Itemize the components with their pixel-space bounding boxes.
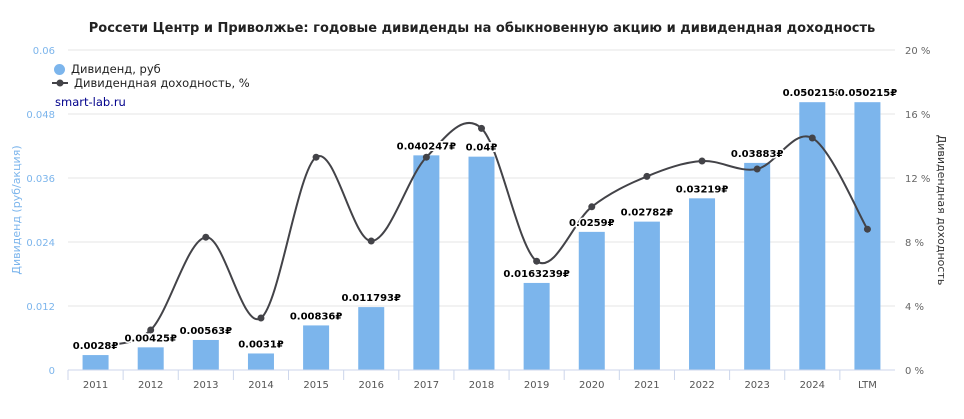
legend-label: Дивидендная доходность, % bbox=[74, 76, 250, 90]
yield-point-2017 bbox=[422, 153, 430, 161]
bar-data-label: 0.040247₽ bbox=[397, 141, 457, 152]
bar-2015 bbox=[303, 325, 330, 370]
yield-point-2016 bbox=[367, 237, 375, 245]
bar-2018 bbox=[468, 156, 495, 370]
bar-2011 bbox=[82, 355, 109, 370]
x-tick-label: 2013 bbox=[193, 380, 218, 391]
legend: Дивиденд, руб Дивидендная доходность, % bbox=[52, 62, 250, 90]
yield-point-2023 bbox=[753, 165, 761, 173]
bar-data-label: 0.0259₽ bbox=[569, 218, 615, 229]
y-right-tick: 8 % bbox=[905, 238, 924, 249]
bar-data-label: 0.0163239₽ bbox=[503, 269, 569, 280]
bar-data-label: 0.011793₽ bbox=[341, 293, 401, 304]
y-right-tick: 4 % bbox=[905, 302, 924, 313]
bar-2023 bbox=[744, 162, 771, 370]
yield-point-2018 bbox=[478, 124, 485, 132]
y-left-tick: 0.048 bbox=[26, 110, 55, 121]
bar-data-label: 0.00563₽ bbox=[180, 326, 233, 337]
y-right-tick: 0 % bbox=[905, 366, 924, 377]
y-right-tick: 16 % bbox=[905, 110, 930, 121]
y-right-tick: 12 % bbox=[905, 174, 930, 185]
bar-2020 bbox=[578, 231, 605, 370]
bar-LTM bbox=[854, 102, 881, 370]
x-tick-label: 2019 bbox=[524, 380, 549, 391]
yield-point-2013 bbox=[202, 233, 210, 241]
bar-data-label: 0.00425₽ bbox=[124, 333, 177, 344]
x-tick-label: 2016 bbox=[359, 380, 384, 391]
bar-data-label: 0.050215₽ bbox=[783, 88, 843, 99]
bar-2012 bbox=[137, 347, 164, 370]
y-left-tick: 0 bbox=[49, 366, 55, 377]
y-right-title: Дивидендная доходность bbox=[935, 135, 948, 286]
x-tick-label: 2020 bbox=[579, 380, 604, 391]
bar-data-label: 0.03219₽ bbox=[676, 184, 729, 195]
yield-point-2024 bbox=[808, 134, 816, 142]
bar-2024 bbox=[799, 102, 826, 370]
y-left-tick: 0.024 bbox=[26, 238, 55, 249]
yield-point-2022 bbox=[698, 157, 706, 165]
yield-point-2019 bbox=[533, 257, 541, 265]
x-tick-label: 2018 bbox=[469, 380, 494, 391]
x-tick-label: 2011 bbox=[83, 380, 108, 391]
bar-data-label: 0.0028₽ bbox=[73, 341, 119, 352]
bar-2013 bbox=[192, 339, 219, 370]
bar-data-label: 0.03883₽ bbox=[731, 149, 784, 160]
line-series-marker-icon bbox=[52, 79, 68, 87]
source-link[interactable]: smart-lab.ru bbox=[55, 95, 126, 109]
yield-point-2015 bbox=[312, 153, 320, 161]
x-tick-label: 2017 bbox=[414, 380, 439, 391]
bar-2016 bbox=[358, 307, 385, 370]
y-right-tick: 20 % bbox=[905, 46, 930, 57]
bar-data-label: 0.02782₽ bbox=[621, 208, 674, 219]
bar-2014 bbox=[247, 353, 274, 370]
bar-data-label: 0.050215₽ bbox=[838, 88, 898, 99]
y-left-title: Дивиденд (руб/акция) bbox=[10, 145, 23, 274]
yield-line bbox=[95, 121, 869, 347]
bar-data-label: 0.0031₽ bbox=[238, 339, 284, 350]
y-left-tick: 0.06 bbox=[33, 46, 55, 57]
x-tick-label: 2012 bbox=[138, 380, 163, 391]
bar-2021 bbox=[633, 221, 660, 370]
x-tick-label: 2021 bbox=[634, 380, 659, 391]
y-left-tick: 0.036 bbox=[26, 174, 55, 185]
x-tick-label: 2023 bbox=[744, 380, 769, 391]
bar-data-label: 0.04₽ bbox=[466, 143, 498, 154]
x-tick-label: LTM bbox=[858, 380, 877, 391]
yield-point-2012 bbox=[147, 326, 155, 334]
bar-2022 bbox=[689, 198, 716, 370]
x-tick-label: 2014 bbox=[248, 380, 273, 391]
x-tick-label: 2015 bbox=[303, 380, 328, 391]
chart-title: Россети Центр и Приволжье: годовые дивид… bbox=[89, 21, 875, 36]
yield-point-LTM bbox=[863, 225, 871, 233]
legend-item-dividend[interactable]: Дивиденд, руб bbox=[52, 62, 250, 76]
bar-series-marker-icon bbox=[54, 63, 65, 75]
yield-point-2014 bbox=[257, 314, 265, 322]
bar-data-label: 0.00836₽ bbox=[290, 311, 343, 322]
y-left-tick: 0.012 bbox=[26, 302, 55, 313]
yield-point-2021 bbox=[643, 172, 651, 180]
bar-2017 bbox=[413, 155, 440, 370]
x-tick-label: 2022 bbox=[689, 380, 714, 391]
legend-label: Дивиденд, руб bbox=[71, 62, 161, 76]
legend-item-yield[interactable]: Дивидендная доходность, % bbox=[52, 76, 250, 90]
yield-point-2020 bbox=[588, 203, 596, 211]
bar-2019 bbox=[523, 282, 550, 370]
x-tick-label: 2024 bbox=[800, 380, 825, 391]
